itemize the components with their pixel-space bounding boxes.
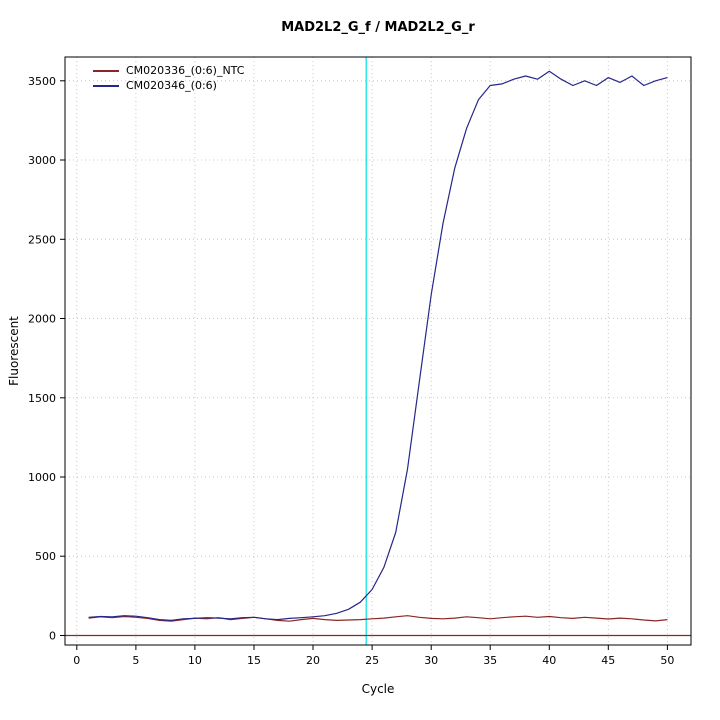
legend-line-sample-ntc (93, 69, 119, 72)
legend-label-sample: CM020346_(0:6) (126, 79, 217, 92)
x-tick-label: 5 (132, 654, 139, 667)
y-tick-label: 500 (35, 550, 56, 563)
x-tick-label: 20 (306, 654, 320, 667)
legend-item-ntc: CM020336_(0:6)_NTC (93, 63, 244, 78)
y-tick-label: 3000 (28, 154, 56, 167)
legend: CM020336_(0:6)_NTC CM020346_(0:6) (93, 63, 244, 93)
x-tick-label: 10 (188, 654, 202, 667)
x-tick-label: 15 (247, 654, 261, 667)
y-tick-label: 1000 (28, 471, 56, 484)
x-tick-label: 30 (424, 654, 438, 667)
y-tick-label: 2000 (28, 313, 56, 326)
legend-line-sample-positive (93, 84, 119, 87)
legend-label-ntc: CM020336_(0:6)_NTC (126, 64, 245, 77)
series-line-ntc (88, 615, 668, 622)
y-tick-label: 3500 (28, 75, 56, 88)
x-tick-label: 0 (73, 654, 80, 667)
y-tick-label: 0 (49, 630, 56, 643)
x-tick-label: 40 (542, 654, 556, 667)
x-axis-label: Cycle (361, 682, 395, 696)
series-line-sample (88, 70, 668, 622)
legend-item-sample: CM020346_(0:6) (93, 78, 244, 93)
x-tick-label: 50 (660, 654, 674, 667)
x-tick-label: 35 (483, 654, 497, 667)
x-tick-label: 45 (601, 654, 615, 667)
x-tick-label: 25 (365, 654, 379, 667)
y-tick-label: 2500 (28, 233, 56, 246)
chart-title: MAD2L2_G_f / MAD2L2_G_r (281, 20, 475, 35)
plot-frame (64, 56, 692, 646)
y-tick-label: 1500 (28, 392, 56, 405)
